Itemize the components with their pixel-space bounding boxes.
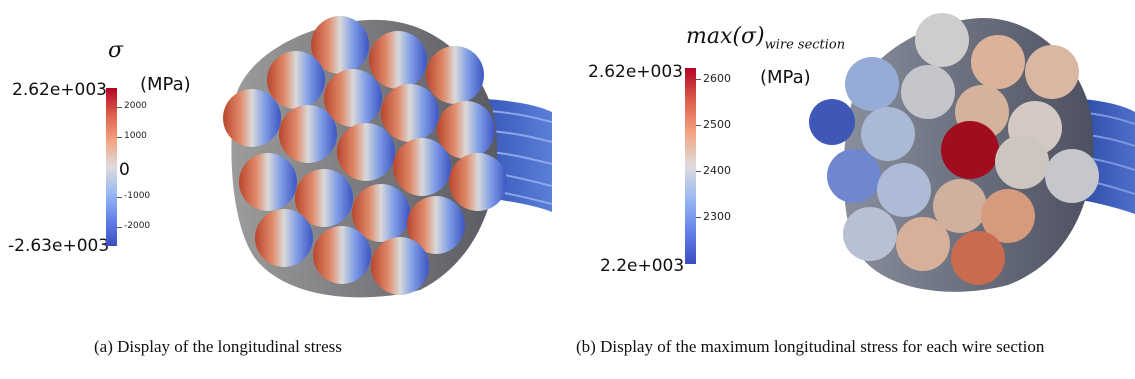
legend-b-title-main: max(σ) xyxy=(686,24,765,49)
legend-a-min-label: -2.63e+003 xyxy=(8,236,110,256)
wire-sections-max-stress-b xyxy=(809,13,1099,285)
colorbar-a xyxy=(106,88,117,246)
wire-cross-sections-a xyxy=(223,16,507,295)
legend-b-min-label: 2.2e+003 xyxy=(600,256,685,276)
tick-label: -2000 xyxy=(124,221,151,231)
legend-b-title-sub: wire section xyxy=(764,37,846,53)
tick-mark xyxy=(696,125,701,126)
tick-label: 2400 xyxy=(703,164,731,177)
cable-stress-render-b xyxy=(809,13,1135,292)
tick-label: 2000 xyxy=(124,101,147,111)
panel-a: σ (MPa) 2.62e+003 -2.63e+003 0 2000 1000… xyxy=(0,0,560,379)
caption-b: (b) Display of the maximum longitudinal … xyxy=(576,337,1045,356)
caption-a: (a) Display of the longitudinal stress xyxy=(94,337,342,356)
tick-mark xyxy=(696,79,701,80)
legend-a-mid-label: 0 xyxy=(119,160,130,180)
tick-label: 1000 xyxy=(124,131,147,141)
cable-stress-render-a xyxy=(223,16,553,298)
legend-b-max-label: 2.62e+003 xyxy=(588,62,684,82)
legend-a-unit: (MPa) xyxy=(140,74,191,95)
legend-a-symbol: σ xyxy=(108,38,124,63)
tick-mark xyxy=(696,217,701,218)
tick-mark xyxy=(117,227,122,228)
colorbar-b xyxy=(685,68,696,264)
tick-mark xyxy=(117,197,122,198)
tick-label: 2600 xyxy=(703,72,731,85)
tick-mark xyxy=(696,171,701,172)
tick-mark xyxy=(117,137,122,138)
tick-mark xyxy=(117,107,122,108)
legend-a-max-label: 2.62e+003 xyxy=(12,80,108,100)
tick-label: -1000 xyxy=(124,191,151,201)
legend-b-title: max(σ)wire section xyxy=(686,24,845,52)
tick-label: 2300 xyxy=(703,210,731,223)
legend-b-unit: (MPa) xyxy=(760,67,811,88)
tick-label: 2500 xyxy=(703,118,731,131)
panel-b: max(σ)wire section (MPa) 2.62e+003 2.2e+… xyxy=(570,0,1135,379)
